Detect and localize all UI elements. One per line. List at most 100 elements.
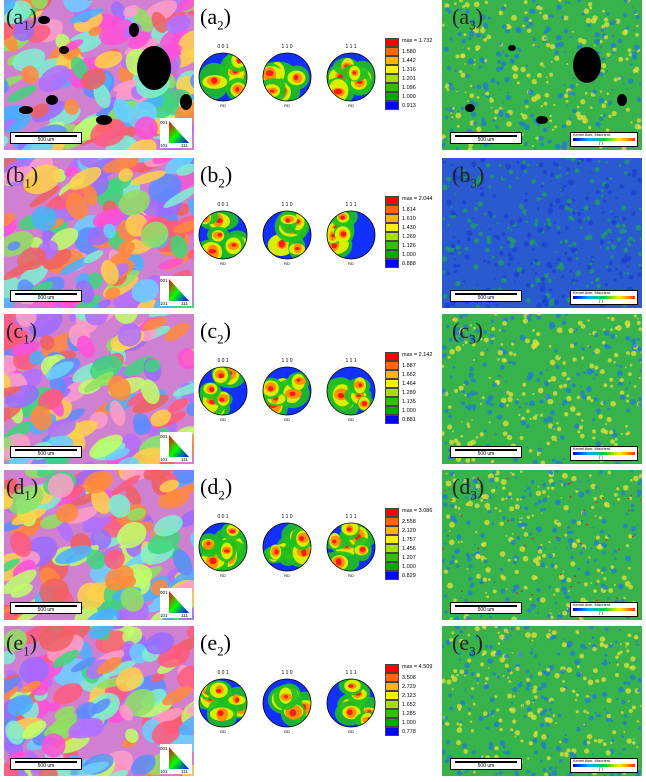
- legend-value: 2.558: [402, 519, 416, 525]
- legend-value: 1.000: [402, 94, 416, 100]
- legend-swatch: [385, 517, 399, 526]
- ipf-map: 500 um 001 101 111: [4, 0, 194, 150]
- legend-swatch: [385, 101, 399, 110]
- legend-value: 1.201: [402, 76, 416, 82]
- scale-bar-label: 500 um: [37, 451, 55, 457]
- label-close: ): [223, 630, 231, 655]
- pole-figure-1: 1 1 0 RD: [260, 44, 314, 108]
- label-close: ): [223, 318, 231, 343]
- legend-swatch: [385, 544, 399, 553]
- label-letter: (d: [6, 474, 25, 499]
- kam-legend-gradient: [573, 764, 635, 767]
- ipf-label: (a1): [6, 6, 37, 32]
- pole-figure-1: 1 1 0 RD: [260, 514, 314, 578]
- pole-figures: 0 0 1 RD 1 1 0 RD 1 1 1 RD: [196, 202, 376, 272]
- legend-value: 1.135: [402, 399, 416, 405]
- scale-bar-line: [15, 605, 77, 607]
- pole-figure-2: 1 1 1 RD: [324, 670, 378, 734]
- pole-figure-rd-label: RD: [348, 103, 354, 108]
- label-letter: (c: [200, 318, 218, 343]
- scale-bar-label: 500 um: [477, 295, 495, 301]
- label-letter: (b: [6, 162, 25, 187]
- pole-figure-legend: max = 1.732 1.580 1.442 1.316 1.201 1.096 1.00…: [385, 38, 445, 128]
- legend-swatch: [385, 553, 399, 562]
- kam-map: 500 um Kernel Aver. Misorient. [°]: [442, 0, 642, 150]
- legend-value: 1.580: [402, 49, 416, 55]
- legend-value: 1.757: [402, 537, 416, 543]
- label-letter: (c: [6, 318, 24, 343]
- legend-swatch: [385, 727, 399, 736]
- legend-max: max = 2.044: [402, 196, 433, 202]
- legend-value: 3.508: [402, 675, 416, 681]
- scale-bar-label: 500 um: [37, 607, 55, 613]
- legend-value: 1.096: [402, 85, 416, 91]
- legend-swatch: [385, 38, 399, 47]
- row-e: 500 um 001 101 111 (e1) (e2) 0 0 1 RD 1 1 0 RD 1 1…: [0, 626, 646, 776]
- legend-swatch: [385, 74, 399, 83]
- kam-map: 500 um Kernel Aver. Misorient. [°]: [442, 626, 642, 776]
- legend-swatch: [385, 535, 399, 544]
- kam-map: 500 um Kernel Aver. Misorient. [°]: [442, 314, 642, 464]
- ipf-map: 500 um 001 101 111: [4, 158, 194, 308]
- legend-swatch: [385, 361, 399, 370]
- legend-value: 1.464: [402, 381, 416, 387]
- legend-max: max = 3.086: [402, 508, 433, 514]
- legend-value: 1.652: [402, 702, 416, 708]
- pole-figure-2: 1 1 1 RD: [324, 514, 378, 578]
- legend-swatch: [385, 406, 399, 415]
- legend-swatch: [385, 673, 399, 682]
- ipf-key-label: 001: [160, 590, 168, 595]
- label-letter: (a: [452, 4, 470, 29]
- ipf-key-label: 111: [181, 769, 188, 774]
- pole-figure-rd-label: RD: [220, 729, 226, 734]
- legend-swatch: [385, 682, 399, 691]
- label-subscript: 2: [218, 175, 225, 191]
- pole-figure-title: 0 0 1: [217, 358, 229, 364]
- pole-figure-0: 0 0 1 RD: [196, 514, 250, 578]
- ipf-key-label: 101: [160, 301, 168, 306]
- legend-value: 1.269: [402, 234, 416, 240]
- pole-figure-2: 1 1 1 RD: [324, 358, 378, 422]
- pole-figure-1: 1 1 0 RD: [260, 202, 314, 266]
- label-close: ): [476, 474, 485, 499]
- pole-figure-title: 1 1 0: [281, 358, 293, 364]
- pole-figure-rd-label: RD: [220, 261, 226, 266]
- pf-label: (c2): [200, 318, 231, 346]
- pole-figure-title: 1 1 0: [281, 202, 293, 208]
- legend-value: 0.881: [402, 417, 416, 423]
- scale-bar-label: 500 um: [37, 295, 55, 301]
- pole-figure-rd-label: RD: [348, 729, 354, 734]
- legend-swatch: [385, 709, 399, 718]
- label-letter: (d: [452, 474, 471, 499]
- legend-value: 1.000: [402, 252, 416, 258]
- label-letter: (e: [452, 630, 470, 655]
- kam-legend-gradient: [573, 608, 635, 611]
- label-close: ): [475, 4, 483, 29]
- label-close: ): [30, 162, 39, 187]
- ipf-color-key: 001 101 111: [160, 744, 192, 774]
- legend-value: 0.888: [402, 261, 416, 267]
- label-subscript: 1: [24, 175, 31, 191]
- label-close: ): [224, 474, 233, 499]
- pf-label: (b2): [200, 164, 232, 191]
- kam-color-legend: Kernel Aver. Misorient. [°]: [570, 602, 638, 617]
- label-subscript: 3: [469, 17, 476, 33]
- legend-value: 1.289: [402, 390, 416, 396]
- ipf-map: 500 um 001 101 111: [4, 470, 194, 620]
- label-subscript: 2: [218, 487, 225, 503]
- legend-swatch: [385, 352, 399, 361]
- legend-swatch: [385, 700, 399, 709]
- pole-figure-0: 0 0 1 RD: [196, 670, 250, 734]
- legend-swatch: [385, 214, 399, 223]
- legend-swatch: [385, 718, 399, 727]
- pole-figure-title: 1 1 1: [345, 358, 357, 364]
- kam-legend-gradient: [573, 452, 635, 455]
- kam-legend-title: Kernel Aver. Misorient.: [573, 603, 611, 607]
- pole-figure-rd-label: RD: [220, 573, 226, 578]
- kam-label: (b3): [452, 164, 484, 190]
- label-subscript: 3: [470, 487, 477, 503]
- legend-value: 1.126: [402, 243, 416, 249]
- legend-value: 2.123: [402, 693, 416, 699]
- ipf-map: 500 um 001 101 111: [4, 314, 194, 464]
- scale-bar-line: [455, 605, 517, 607]
